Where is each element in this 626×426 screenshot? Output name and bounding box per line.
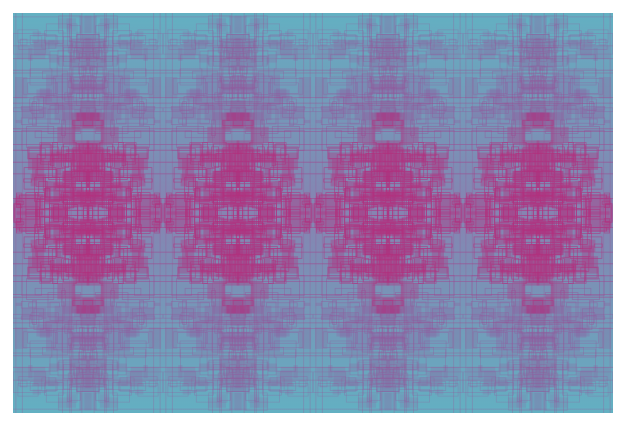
grid-pattern [13,13,613,413]
